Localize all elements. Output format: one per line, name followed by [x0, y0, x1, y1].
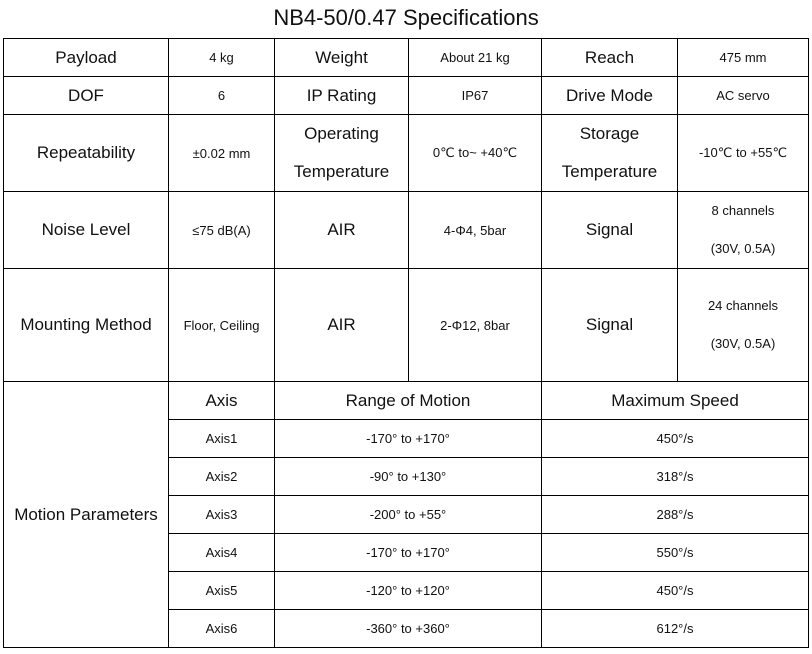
operating-temperature-label-line2: Temperature	[293, 162, 390, 181]
table-row: Axis1 -170° to +170° 450°/s	[4, 419, 809, 458]
noise-level-value: ≤75 dB(A)	[168, 191, 275, 269]
operating-temperature-label-line1: Operating	[304, 124, 379, 143]
signal-value-line2: (30V, 0.5A)	[710, 241, 776, 256]
axis-speed: 612°/s	[541, 609, 809, 648]
document-title: NB4-50/0.47 Specifications	[273, 5, 539, 30]
storage-temperature-label: Storage Temperature	[541, 114, 678, 192]
dof-label: DOF	[3, 76, 169, 115]
axis-name: Axis1	[168, 419, 275, 458]
axis-speed: 288°/s	[541, 495, 809, 534]
signal-label: Signal	[541, 268, 678, 382]
table-row: Axis4 -170° to +170° 550°/s	[4, 533, 809, 572]
reach-value: 475 mm	[677, 38, 809, 77]
drive-mode-value: AC servo	[677, 76, 809, 115]
range-of-motion-header: Range of Motion	[274, 381, 542, 420]
axis-header: Axis	[168, 381, 275, 420]
motion-parameters-label: Motion Parameters	[3, 381, 169, 648]
spec-row-mounting: Mounting Method Floor, Ceiling AIR 2-Φ12…	[3, 268, 809, 382]
air-value: 4-Φ4, 5bar	[408, 191, 542, 269]
spec-row-noise: Noise Level ≤75 dB(A) AIR 4-Φ4, 5bar Sig…	[3, 191, 809, 269]
axis-range: -120° to +120°	[274, 571, 542, 610]
axis-speed: 450°/s	[541, 571, 809, 610]
table-row: Axis6 -360° to +360° 612°/s	[4, 609, 809, 648]
axis-speed: 450°/s	[541, 419, 809, 458]
dof-value: 6	[168, 76, 275, 115]
operating-temperature-value: 0℃ to~ +40℃	[408, 114, 542, 192]
axis-name: Axis5	[168, 571, 275, 610]
storage-temperature-value: -10℃ to +55℃	[677, 114, 809, 192]
reach-label: Reach	[541, 38, 678, 77]
signal-value: 8 channels (30V, 0.5A)	[677, 191, 809, 269]
air-label: AIR	[274, 191, 409, 269]
axis-speed: 550°/s	[541, 533, 809, 572]
axis-range: -360° to +360°	[274, 609, 542, 648]
spec-row-dof: DOF 6 IP Rating IP67 Drive Mode AC servo	[3, 76, 809, 115]
mounting-method-value: Floor, Ceiling	[168, 268, 275, 382]
signal-value-line1: 8 channels	[711, 203, 775, 218]
signal-value: 24 channels (30V, 0.5A)	[677, 268, 809, 382]
axis-range: -170° to +170°	[274, 419, 542, 458]
axis-name: Axis4	[168, 533, 275, 572]
table-row: Axis3 -200° to +55° 288°/s	[4, 495, 809, 534]
spec-row-payload: Payload 4 kg Weight About 21 kg Reach 47…	[3, 38, 809, 77]
ip-rating-value: IP67	[408, 76, 542, 115]
air-value: 2-Φ12, 8bar	[408, 268, 542, 382]
weight-label: Weight	[274, 38, 409, 77]
motion-header-row: Motion Parameters Axis Range of Motion M…	[3, 381, 809, 648]
mounting-method-label: Mounting Method	[3, 268, 169, 382]
spec-row-repeatability: Repeatability ±0.02 mm Operating Tempera…	[3, 114, 809, 192]
repeatability-value: ±0.02 mm	[168, 114, 275, 192]
operating-temperature-label: Operating Temperature	[274, 114, 409, 192]
weight-value: About 21 kg	[408, 38, 542, 77]
signal-label: Signal	[541, 191, 678, 269]
signal-value-line1: 24 channels	[707, 298, 779, 313]
table-row: Axis2 -90° to +130° 318°/s	[4, 457, 809, 496]
repeatability-label: Repeatability	[3, 114, 169, 192]
table-row: Axis5 -120° to +120° 450°/s	[4, 571, 809, 610]
drive-mode-label: Drive Mode	[541, 76, 678, 115]
noise-level-label: Noise Level	[3, 191, 169, 269]
axis-range: -90° to +130°	[274, 457, 542, 496]
air-label: AIR	[274, 268, 409, 382]
ip-rating-label: IP Rating	[274, 76, 409, 115]
maximum-speed-header: Maximum Speed	[541, 381, 809, 420]
specifications-table: Payload 4 kg Weight About 21 kg Reach 47…	[3, 38, 809, 648]
payload-label: Payload	[3, 38, 169, 77]
signal-value-line2: (30V, 0.5A)	[710, 336, 776, 351]
payload-value: 4 kg	[168, 38, 275, 77]
axis-name: Axis2	[168, 457, 275, 496]
axis-range: -200° to +55°	[274, 495, 542, 534]
storage-temperature-label-line2: Temperature	[561, 162, 658, 181]
axis-name: Axis3	[168, 495, 275, 534]
axis-name: Axis6	[168, 609, 275, 648]
storage-temperature-label-line1: Storage	[579, 124, 640, 143]
axis-speed: 318°/s	[541, 457, 809, 496]
axis-range: -170° to +170°	[274, 533, 542, 572]
